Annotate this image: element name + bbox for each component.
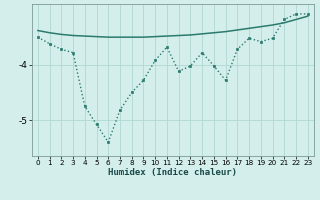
X-axis label: Humidex (Indice chaleur): Humidex (Indice chaleur) bbox=[108, 168, 237, 177]
